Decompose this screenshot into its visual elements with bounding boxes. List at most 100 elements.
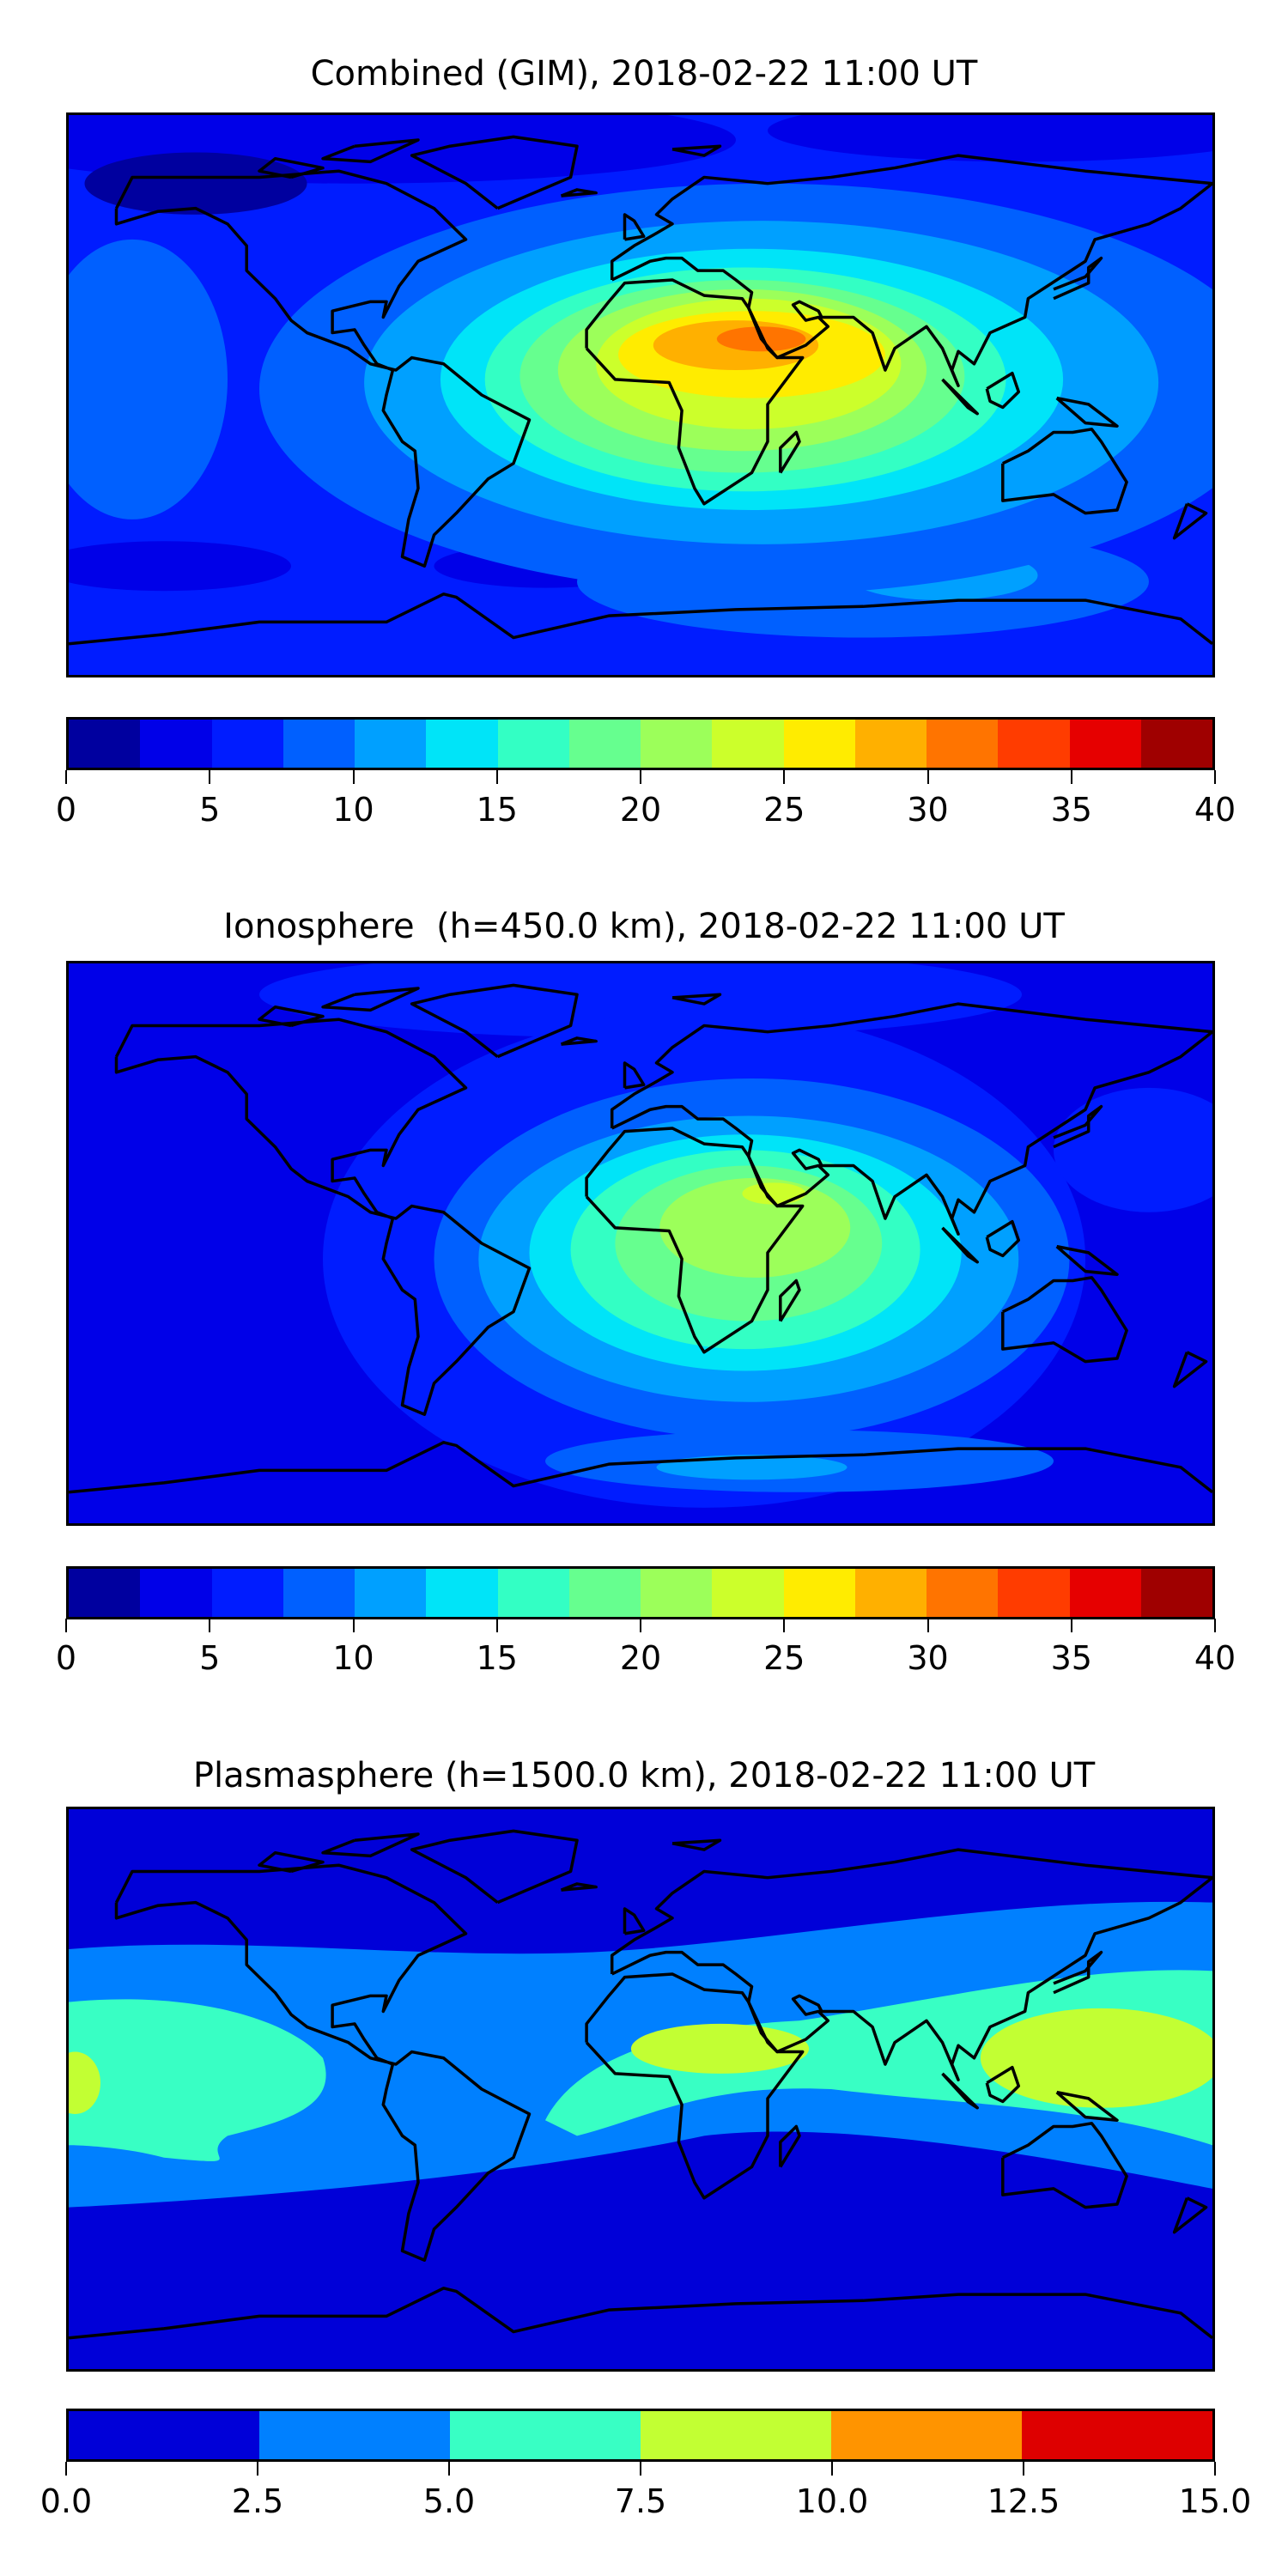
panel-3-colorbar xyxy=(66,2409,1215,2462)
panel-3-colorbar-ticks: 0.0 2.5 5.0 7.5 10.0 12.5 15.0 xyxy=(40,2462,1251,2522)
colorbar-tick xyxy=(1214,2462,1216,2476)
colorbar-segment-10 xyxy=(783,1569,855,1617)
panel-3-map xyxy=(66,1807,1215,2372)
colorbar-tick xyxy=(209,770,211,784)
colorbar-tick xyxy=(352,770,355,784)
colorbar-tick-label: 10.0 xyxy=(795,2482,869,2520)
colorbar-tick xyxy=(640,770,641,784)
colorbar-tick xyxy=(1214,770,1216,784)
colorbar-segment-12 xyxy=(927,720,999,768)
colorbar-segment-5 xyxy=(426,720,498,768)
colorbar-tick xyxy=(640,2462,641,2476)
colorbar-segment-1 xyxy=(140,1569,212,1617)
colorbar-tick xyxy=(1023,2462,1024,2476)
colorbar-segment-11 xyxy=(854,1569,927,1617)
contour-5 xyxy=(69,1999,326,2161)
colorbar-segment-13 xyxy=(998,720,1070,768)
colorbar-segment-10 xyxy=(783,720,855,768)
colorbar-segment-8 xyxy=(641,1569,713,1617)
colorbar-tick-label: 25 xyxy=(763,1639,805,1677)
panel-2-colorbar xyxy=(66,1566,1215,1619)
panel-3-title: Plasmasphere (h=1500.0 km), 2018-02-22 1… xyxy=(192,1756,1096,1795)
colorbar-tick-label: 2.5 xyxy=(231,2482,284,2520)
contour-7.5 xyxy=(69,2051,100,2114)
colorbar-tick xyxy=(1070,770,1072,784)
colorbar-segment-4 xyxy=(355,1569,427,1617)
colorbar-segment-2 xyxy=(450,2411,641,2459)
panel-2-colorbar-ticks: 0 5 10 15 20 25 30 35 40 xyxy=(56,1619,1236,1679)
colorbar-tick-label: 15.0 xyxy=(1178,2482,1252,2520)
colorbar-segment-9 xyxy=(712,720,784,768)
colorbar-tick-label: 10 xyxy=(332,1639,374,1677)
colorbar-tick xyxy=(640,1619,641,1632)
contour-2.5 xyxy=(768,115,1212,162)
contour-7.5 xyxy=(69,239,228,519)
panel-2-title: Ionosphere (h=450.0 km), 2018-02-22 11:0… xyxy=(223,907,1065,946)
panel-2-map xyxy=(66,961,1215,1526)
colorbar-segment-0 xyxy=(69,2411,259,2459)
panel-1-map xyxy=(66,112,1215,677)
colorbar-tick xyxy=(65,2462,67,2476)
contour-20 xyxy=(659,1177,851,1278)
panel-1-title: Combined (GIM), 2018-02-22 11:00 UT xyxy=(310,54,978,94)
colorbar-segment-13 xyxy=(998,1569,1070,1617)
colorbar-tick xyxy=(448,2462,450,2476)
colorbar-segment-15 xyxy=(1140,720,1212,768)
contour-10 xyxy=(656,1455,848,1480)
colorbar-segment-11 xyxy=(854,720,927,768)
colorbar-tick-label: 10 xyxy=(332,791,374,829)
colorbar-tick-label: 5 xyxy=(199,1639,221,1677)
colorbar-segment-6 xyxy=(497,1569,569,1617)
colorbar-tick-label: 35 xyxy=(1050,791,1092,829)
colorbar-tick xyxy=(65,1619,67,1632)
colorbar-tick-label: 30 xyxy=(907,791,949,829)
contour-5 xyxy=(1054,1087,1212,1212)
colorbar-tick-label: 0.0 xyxy=(39,2482,93,2520)
colorbar-segment-3 xyxy=(283,720,355,768)
colorbar-tick xyxy=(1070,1619,1072,1632)
contour-0 xyxy=(84,152,307,215)
colorbar-segment-8 xyxy=(641,720,713,768)
panel-1-colorbar xyxy=(66,717,1215,770)
colorbar-segment-5 xyxy=(426,1569,498,1617)
colorbar-segment-6 xyxy=(497,720,569,768)
colorbar-tick xyxy=(495,770,498,784)
panel-1-colorbar-ticks: 0 5 10 15 20 25 30 35 40 xyxy=(56,770,1236,830)
colorbar-tick xyxy=(1214,1619,1216,1632)
colorbar-tick-label: 12.5 xyxy=(987,2482,1060,2520)
colorbar-segment-2 xyxy=(211,720,283,768)
colorbar-segment-3 xyxy=(641,2411,831,2459)
colorbar-tick-label: 30 xyxy=(907,1639,949,1677)
colorbar-segment-2 xyxy=(211,1569,283,1617)
contour-2.5 xyxy=(69,541,291,592)
colorbar-segment-3 xyxy=(283,1569,355,1617)
colorbar-segment-0 xyxy=(69,1569,141,1617)
contour-5 xyxy=(259,963,1022,1038)
colorbar-segment-0 xyxy=(69,720,141,768)
colorbar-segment-1 xyxy=(140,720,212,768)
colorbar-tick xyxy=(783,1619,786,1632)
colorbar-tick xyxy=(257,2462,258,2476)
colorbar-segment-4 xyxy=(831,2411,1022,2459)
colorbar-tick xyxy=(927,770,929,784)
colorbar-tick-label: 40 xyxy=(1194,791,1236,829)
colorbar-tick-label: 0 xyxy=(55,1639,77,1677)
colorbar-tick xyxy=(495,1619,498,1632)
colorbar-tick-label: 40 xyxy=(1194,1639,1236,1677)
colorbar-segment-4 xyxy=(355,720,427,768)
colorbar-tick-label: 20 xyxy=(619,1639,662,1677)
colorbar-segment-14 xyxy=(1069,720,1141,768)
colorbar-tick xyxy=(927,1619,929,1632)
colorbar-segment-7 xyxy=(568,720,641,768)
colorbar-tick-label: 25 xyxy=(763,791,805,829)
colorbar-tick-label: 5.0 xyxy=(422,2482,476,2520)
colorbar-tick-label: 20 xyxy=(619,791,662,829)
colorbar-tick-label: 15 xyxy=(476,1639,518,1677)
colorbar-segment-1 xyxy=(259,2411,450,2459)
colorbar-tick xyxy=(209,1619,211,1632)
colorbar-tick xyxy=(352,1619,355,1632)
colorbar-segment-9 xyxy=(712,1569,784,1617)
colorbar-tick-label: 7.5 xyxy=(614,2482,667,2520)
contour-7.5 xyxy=(980,2008,1212,2108)
colorbar-tick-label: 35 xyxy=(1050,1639,1092,1677)
